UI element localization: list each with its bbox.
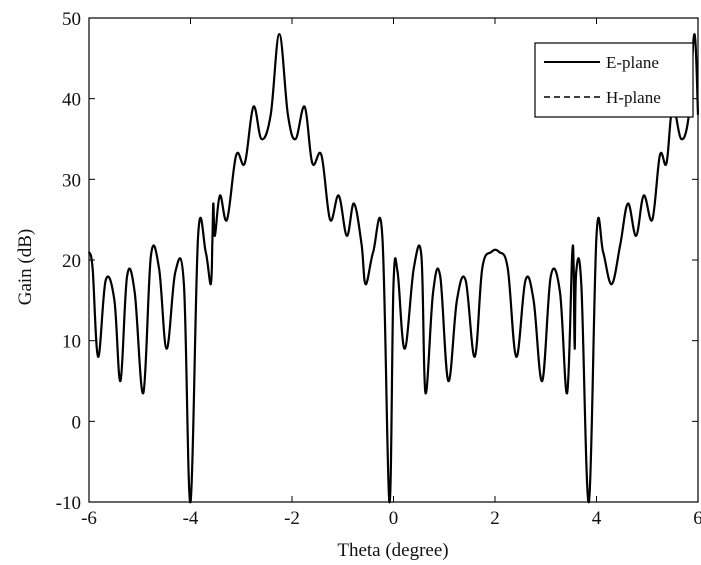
tick-layer: -6 -4 -2 0 2 4 6 -10 0 10 20 30 40 50 [56, 9, 701, 529]
x-tick-label: -4 [183, 508, 199, 529]
legend-label-e-plane: E-plane [606, 53, 659, 72]
legend: E-plane H-plane [534, 42, 694, 118]
y-axis-label: Gain (dB) [15, 229, 36, 306]
y-tick-label: 40 [62, 90, 81, 111]
x-axis-label: Theta (degree) [337, 540, 448, 561]
x-tick-label: -6 [81, 508, 97, 529]
legend-box [534, 42, 694, 118]
y-tick-label: -10 [56, 493, 81, 514]
legend-label-h-plane: H-plane [606, 88, 661, 107]
data-layer [87, 33, 700, 504]
x-tick-label: 6 [693, 508, 701, 529]
y-tick-label: 20 [62, 251, 81, 272]
x-tick-label: 4 [592, 508, 602, 529]
x-tick-label: -2 [284, 508, 300, 529]
y-tick-label: 30 [62, 170, 81, 191]
series-line-e-plane [87, 33, 700, 504]
y-tick-label: 0 [72, 412, 82, 433]
y-tick-label: 50 [62, 9, 81, 30]
x-tick-label: 0 [389, 508, 399, 529]
y-tick-label: 10 [62, 332, 81, 353]
x-tick-label: 2 [490, 508, 500, 529]
